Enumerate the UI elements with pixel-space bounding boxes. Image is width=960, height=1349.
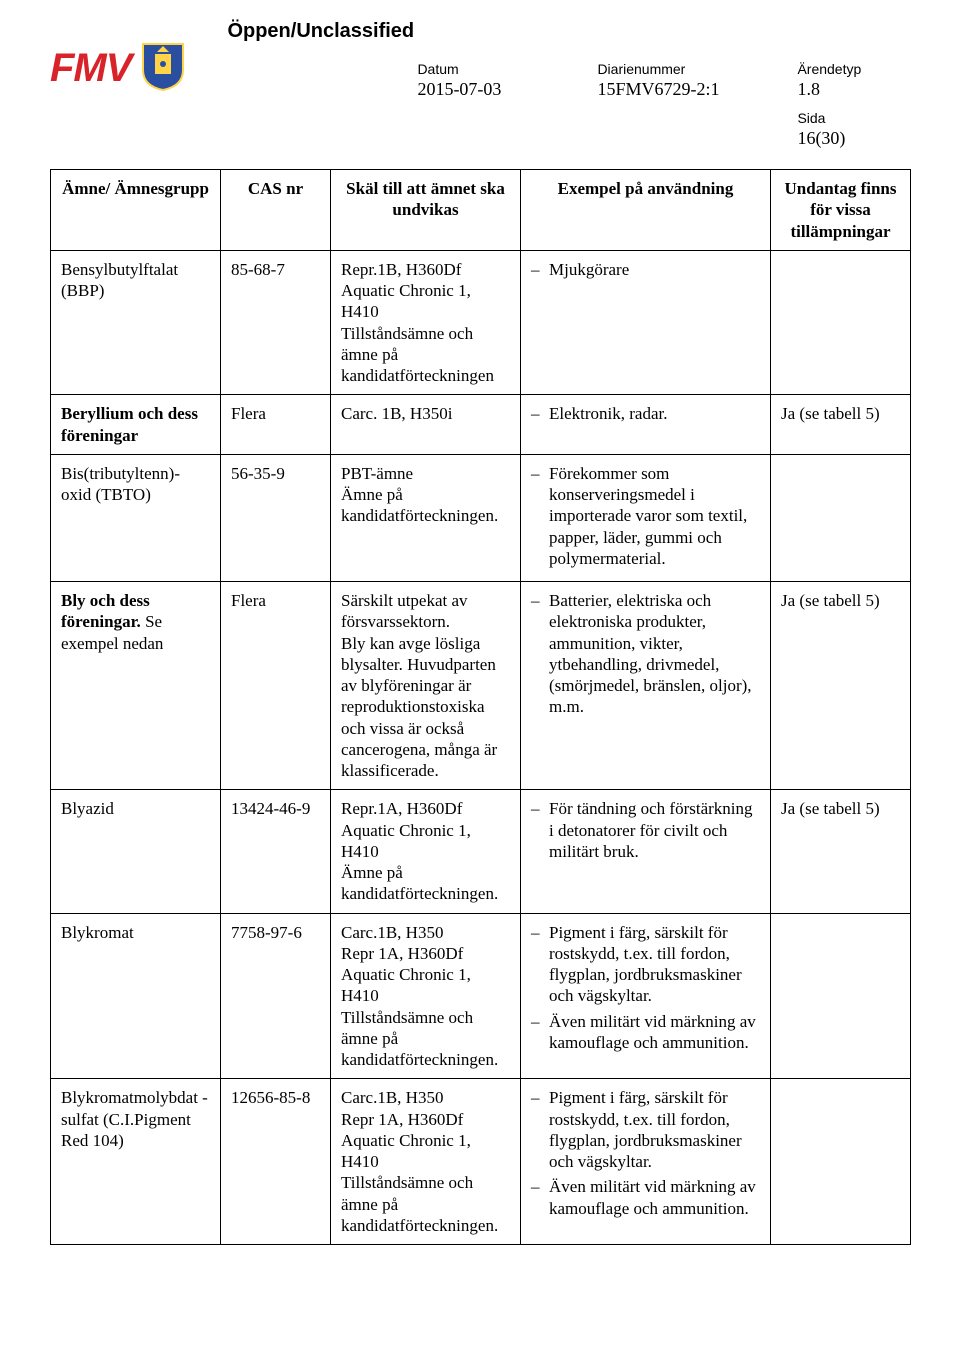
cell-examples: Pigment i färg, särskilt för rostskydd, … [521,1079,771,1245]
cell-substance: Bensylbutylftalat (BBP) [51,250,221,395]
cell-reason: Repr.1A, H360DfAquatic Chronic 1, H410Äm… [331,790,521,913]
th-example: Exempel på användning [521,170,771,251]
cell-exemption [771,454,911,581]
example-item: För tändning och förstärkning i detonato… [531,798,760,862]
meta-row: Datum 2015-07-03 Diarienummer 15FMV6729-… [217,61,917,149]
logo-text: FMV [50,46,131,91]
table-row: Bly och dess föreningar. Se exempel neda… [51,582,911,790]
cell-exemption: Ja (se tabell 5) [771,582,911,790]
substance-table: Ämne/ Ämnesgrupp CAS nr Skäl till att äm… [50,169,911,1245]
cell-examples: Batterier, elektriska och elektroniska p… [521,582,771,790]
cell-reason: Särskilt utpekat av försvarssektorn.Bly … [331,582,521,790]
table-header-row: Ämne/ Ämnesgrupp CAS nr Skäl till att äm… [51,170,911,251]
th-exemption: Undantag finns för vissa tillämpningar [771,170,911,251]
cell-examples: Förekommer som konserveringsmedel i impo… [521,454,771,581]
example-item: Batterier, elektriska och elektroniska p… [531,590,760,718]
cell-reason: Repr.1B, H360DfAquatic Chronic 1, H410Ti… [331,250,521,395]
th-cas: CAS nr [221,170,331,251]
diar-value: 15FMV6729-2:1 [597,79,797,100]
table-row: Blyazid13424-46-9Repr.1A, H360DfAquatic … [51,790,911,913]
meta-diarienummer: Diarienummer 15FMV6729-2:1 [597,61,797,149]
example-item: Pigment i färg, särskilt för rostskydd, … [531,922,760,1007]
datum-value: 2015-07-03 [417,79,597,100]
cell-reason: Carc.1B, H350Repr 1A, H360DfAquatic Chro… [331,913,521,1079]
cell-cas: Flera [221,582,331,790]
classification-label: Öppen/Unclassified [227,20,917,43]
th-reason: Skäl till att ämnet ska undvikas [331,170,521,251]
example-item: Pigment i färg, särskilt för rostskydd, … [531,1087,760,1172]
cell-examples: Mjukgörare [521,250,771,395]
meta-arendetyp: Ärendetyp 1.8 Sida 16(30) [797,61,917,149]
cell-cas: 85-68-7 [221,250,331,395]
cell-substance: Bly och dess föreningar. Se exempel neda… [51,582,221,790]
page: FMV Öppen/Unclassified Datum 2015-07-03 … [0,0,960,1285]
example-list: Pigment i färg, särskilt för rostskydd, … [531,1087,760,1219]
cell-exemption: Ja (se tabell 5) [771,790,911,913]
table-row: Bensylbutylftalat (BBP)85-68-7Repr.1B, H… [51,250,911,395]
crest-icon [139,40,187,97]
datum-label: Datum [417,61,597,77]
cell-cas: 13424-46-9 [221,790,331,913]
sida-value: 16(30) [797,128,845,148]
arende-label: Ärendetyp [797,61,917,77]
arende-value: 1.8 [797,79,917,100]
diar-label: Diarienummer [597,61,797,77]
sida-label: Sida [797,110,825,126]
document-header: FMV Öppen/Unclassified Datum 2015-07-03 … [50,20,910,149]
example-list: Mjukgörare [531,259,760,280]
example-list: Elektronik, radar. [531,403,760,424]
cell-reason: Carc.1B, H350Repr 1A, H360DfAquatic Chro… [331,1079,521,1245]
cell-reason: PBT-ämneÄmne på kandidatförteckningen. [331,454,521,581]
example-item: Även militärt vid märkning av kamouflage… [531,1176,760,1219]
cell-exemption [771,1079,911,1245]
cell-cas: Flera [221,395,331,455]
meta-datum: Datum 2015-07-03 [417,61,597,149]
example-list: För tändning och förstärkning i detonato… [531,798,760,862]
table-body: Bensylbutylftalat (BBP)85-68-7Repr.1B, H… [51,250,911,1244]
example-list: Pigment i färg, särskilt för rostskydd, … [531,922,760,1054]
meta-sida: Sida 16(30) [797,110,917,149]
table-row: Beryllium och dess föreningarFleraCarc. … [51,395,911,455]
cell-substance: Beryllium och dess föreningar [51,395,221,455]
table-row: Blykromat7758-97-6Carc.1B, H350Repr 1A, … [51,913,911,1079]
cell-examples: För tändning och förstärkning i detonato… [521,790,771,913]
cell-cas: 12656-85-8 [221,1079,331,1245]
example-item: Även militärt vid märkning av kamouflage… [531,1011,760,1054]
cell-cas: 56-35-9 [221,454,331,581]
cell-cas: 7758-97-6 [221,913,331,1079]
cell-substance: Bis(tributyltenn)- oxid (TBTO) [51,454,221,581]
th-substance: Ämne/ Ämnesgrupp [51,170,221,251]
cell-substance: Blyazid [51,790,221,913]
cell-substance: Blykromat [51,913,221,1079]
header-right: Öppen/Unclassified Datum 2015-07-03 Diar… [187,20,917,149]
cell-substance: Blykromatmolybdat -sulfat (C.I.Pigment R… [51,1079,221,1245]
example-item: Elektronik, radar. [531,403,760,424]
example-list: Batterier, elektriska och elektroniska p… [531,590,760,718]
logo-block: FMV [50,40,187,97]
example-list: Förekommer som konserveringsmedel i impo… [531,463,760,569]
cell-examples: Pigment i färg, särskilt för rostskydd, … [521,913,771,1079]
example-item: Förekommer som konserveringsmedel i impo… [531,463,760,569]
table-row: Bis(tributyltenn)- oxid (TBTO)56-35-9PBT… [51,454,911,581]
cell-examples: Elektronik, radar. [521,395,771,455]
cell-reason: Carc. 1B, H350i [331,395,521,455]
example-item: Mjukgörare [531,259,760,280]
cell-exemption [771,913,911,1079]
cell-exemption [771,250,911,395]
table-row: Blykromatmolybdat -sulfat (C.I.Pigment R… [51,1079,911,1245]
cell-exemption: Ja (se tabell 5) [771,395,911,455]
